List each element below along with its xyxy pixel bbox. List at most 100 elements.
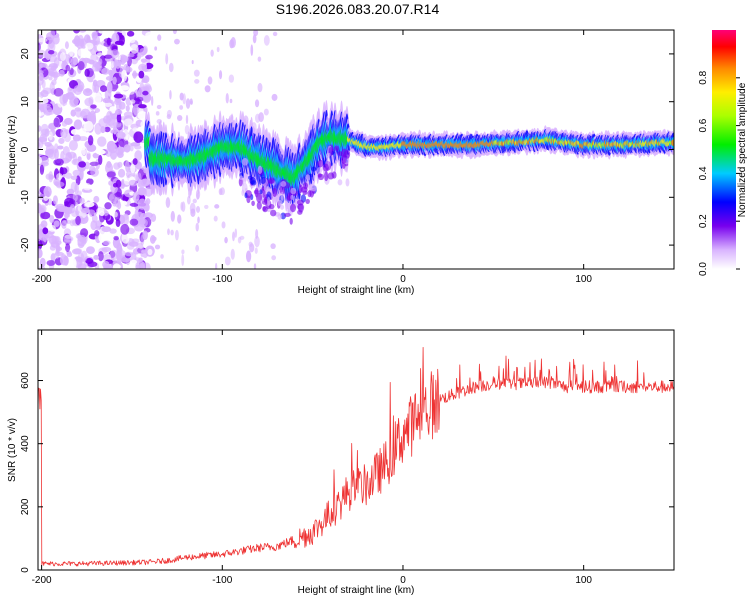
spectrogram-speckle <box>257 165 263 174</box>
spectrogram-speckle <box>59 94 67 105</box>
spectrogram-speckle <box>65 64 71 72</box>
snr-frame <box>37 329 675 571</box>
spectrogram-speckle <box>284 212 291 218</box>
spectrogram-speckle <box>307 190 312 198</box>
spectrogram-speckle <box>60 167 68 175</box>
spectrogram-speckle <box>277 200 283 206</box>
spectrogram-speckle <box>224 236 228 244</box>
spectrogram-speckle <box>130 43 139 54</box>
spectrogram-speckle <box>45 109 55 116</box>
spectrogram-speckle <box>79 197 85 204</box>
spectrogram-speckle <box>74 183 79 195</box>
spectrogram-speckle <box>251 200 255 207</box>
spectrogram-speckle <box>277 213 283 220</box>
spectrogram-speckle <box>144 187 153 197</box>
spectrogram-speckle <box>305 198 310 204</box>
spectrogram-speckle <box>137 111 148 120</box>
spectrogram-speckle <box>78 136 88 142</box>
spectrogram-speckle <box>80 207 90 214</box>
spectrogram-speckle <box>90 104 97 109</box>
spectrogram-speckle <box>187 195 191 205</box>
spectrogram-speckle <box>297 203 304 213</box>
colorbar-tick-label: 0.0 <box>698 262 709 276</box>
spectrogram-speckle <box>53 220 60 227</box>
spectrogram-speckle <box>67 56 72 64</box>
spectrogram-speckle <box>104 126 111 133</box>
spectrogram-speckle <box>270 243 276 250</box>
spectrogram-speckle <box>50 253 56 262</box>
spectrogram-speckle <box>257 56 262 62</box>
spectrogram-speckle <box>48 49 55 55</box>
spectrogram-speckle <box>60 127 68 139</box>
spectrogram-speckle <box>112 121 122 128</box>
spectrogram-speckle <box>238 162 243 168</box>
spectrogram-speckle <box>142 230 148 241</box>
spectrogram-speckle <box>124 38 131 51</box>
spectrogram-speckle <box>102 47 108 56</box>
spectrogram-speckle <box>81 57 91 63</box>
spectrogram-speckle <box>56 173 63 181</box>
spectrogram-speckle <box>38 138 44 149</box>
spectrogram-speckle <box>120 55 129 63</box>
spectrogram-speckle <box>298 184 303 194</box>
spectrogram-speckle <box>114 109 123 115</box>
spectrogram-speckle <box>38 72 44 81</box>
spectrogram-speckle <box>135 96 144 102</box>
spectrogram-speckle <box>317 173 325 181</box>
spectrogram-speckle <box>230 248 235 260</box>
spectrogram-speckle <box>182 93 186 105</box>
spectrogram-speckle <box>49 215 55 223</box>
spectrogram-speckle <box>241 157 249 166</box>
spectrogram-speckle <box>73 85 83 96</box>
spectrogram-speckle <box>40 220 48 228</box>
spectrogram-speckle <box>322 163 329 172</box>
spectrogram-speckle <box>69 204 76 214</box>
spectrogram-speckle <box>289 203 297 213</box>
colorbar-ticks: 0.0 0.2 0.4 0.6 0.8 <box>698 70 740 276</box>
spectrogram-speckle <box>92 152 100 159</box>
colorbar: 0.0 0.2 0.4 0.6 0.8 Normalized spectral ampl… <box>698 30 748 276</box>
spectrogram-speckle <box>210 49 214 57</box>
spectrogram-speckle <box>317 159 324 168</box>
x-tick-label: 100 <box>575 274 592 285</box>
spectrogram-speckle <box>80 250 88 262</box>
spectrogram-speckle <box>53 117 60 128</box>
snr-x-ticks: -200 -100 0 100 <box>32 330 592 586</box>
spectrogram-speckle <box>130 99 136 104</box>
spectrogram-speckle <box>214 204 220 209</box>
spectrogram-speckle <box>53 87 64 97</box>
spectrogram-speckle <box>195 244 200 252</box>
snr-panel: -200 -100 0 100 0 200 400 600 Height of straig… <box>7 329 675 596</box>
spectrogram-speckle <box>165 197 171 209</box>
spectrogram-speckle <box>93 255 100 260</box>
spectrogram-speckle <box>280 191 284 201</box>
spectrogram-speckle <box>172 30 177 35</box>
spectrogram-speckle <box>237 236 242 244</box>
snr-y-axis-label: SNR (10 * v/v) <box>7 418 18 482</box>
spectrogram-speckle <box>105 162 113 174</box>
spectrogram-speckle <box>86 151 91 161</box>
spectrogram-speckle <box>254 99 260 108</box>
spectrogram-speckle <box>132 127 138 132</box>
spectrogram-speckle <box>170 210 175 222</box>
spectrogram-speckle <box>90 220 98 231</box>
spectrogram-speckle <box>218 70 223 80</box>
x-tick-label: 100 <box>575 575 592 586</box>
spectrogram-speckle <box>140 178 151 187</box>
spectrogram-speckle <box>47 40 56 53</box>
spectrogram-speckle <box>257 82 263 93</box>
spectrogram-speckle <box>88 113 96 122</box>
spectrogram-speckle <box>42 87 53 94</box>
spectrogram-speckle <box>106 110 113 122</box>
spectrogram-speckle <box>145 31 155 38</box>
spectrogram-speckle <box>334 145 340 151</box>
spectrogram-speckle <box>207 76 213 85</box>
spectrogram-speckle <box>157 34 162 41</box>
colorbar-label: Normalized spectral amplitude <box>737 82 748 217</box>
spectrogram-speckle <box>160 254 164 259</box>
spectrogram-speckle <box>40 128 50 138</box>
spectrogram-speckle <box>254 235 260 248</box>
spectrogram-speckle <box>259 189 263 195</box>
spectrogram-speckle <box>123 129 129 141</box>
spectrogram-speckle <box>137 187 147 196</box>
